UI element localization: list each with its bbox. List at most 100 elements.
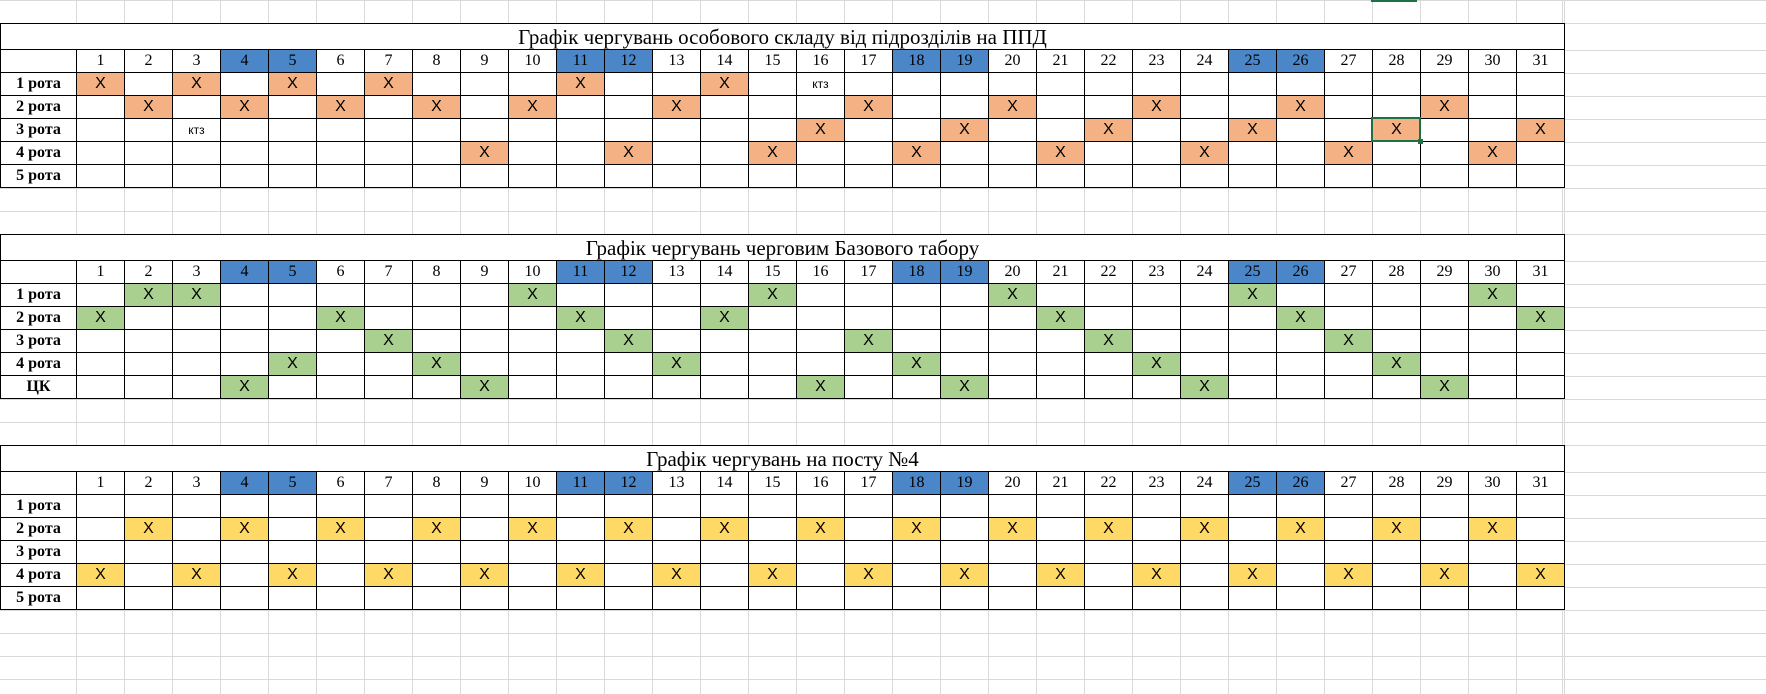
schedule-cell[interactable] [460,329,509,353]
duty-mark-cell[interactable]: Х [652,352,701,376]
schedule-cell[interactable] [124,141,173,165]
schedule-cell[interactable] [364,517,413,541]
schedule-cell[interactable] [364,164,413,188]
schedule-cell[interactable] [1084,540,1133,564]
day-header-cell[interactable]: 5 [268,49,317,73]
duty-mark-cell[interactable]: Х [460,563,509,587]
schedule-cell[interactable] [1180,563,1229,587]
schedule-cell[interactable] [124,72,173,96]
schedule-cell[interactable] [1084,306,1133,330]
schedule-cell[interactable] [844,141,893,165]
schedule-cell[interactable] [748,586,797,610]
duty-mark-cell[interactable]: Х [460,375,509,399]
duty-mark-cell[interactable]: Х [940,118,989,142]
schedule-cell[interactable] [316,72,365,96]
schedule-cell[interactable] [796,586,845,610]
schedule-cell[interactable] [316,375,365,399]
schedule-cell[interactable] [1420,72,1469,96]
day-header-cell[interactable]: 20 [988,49,1037,73]
company-label[interactable]: 3 рота [0,118,77,142]
day-header-cell[interactable]: 25 [1228,49,1277,73]
duty-mark-cell[interactable]: Х [892,352,941,376]
schedule-cell[interactable] [220,540,269,564]
day-header-cell[interactable]: 28 [1372,471,1421,495]
schedule-cell[interactable] [940,352,989,376]
schedule-cell[interactable] [844,306,893,330]
schedule-cell[interactable] [988,164,1037,188]
schedule-cell[interactable] [1180,306,1229,330]
schedule-cell[interactable] [748,72,797,96]
schedule-cell[interactable] [1276,141,1325,165]
schedule-cell[interactable] [220,141,269,165]
schedule-cell[interactable] [1468,586,1517,610]
day-header-cell[interactable]: 5 [268,260,317,284]
schedule-cell[interactable] [1516,283,1565,307]
schedule-cell[interactable] [1324,586,1373,610]
schedule-cell[interactable] [1324,517,1373,541]
schedule-cell[interactable] [1132,141,1181,165]
schedule-cell[interactable] [1132,586,1181,610]
schedule-cell[interactable] [1180,95,1229,119]
day-header-cell[interactable]: 10 [508,260,557,284]
duty-mark-cell[interactable]: Х [1372,517,1421,541]
schedule-cell[interactable] [124,586,173,610]
day-header-cell[interactable]: 28 [1372,260,1421,284]
duty-mark-cell[interactable]: Х [844,95,893,119]
schedule-cell[interactable] [940,95,989,119]
schedule-cell[interactable] [748,95,797,119]
day-header-cell[interactable]: 15 [748,49,797,73]
duty-mark-cell[interactable]: Х [988,517,1037,541]
duty-mark-cell[interactable]: Х [508,283,557,307]
schedule-cell[interactable] [796,352,845,376]
day-header-cell[interactable]: 17 [844,260,893,284]
schedule-cell[interactable] [412,306,461,330]
schedule-cell[interactable] [652,141,701,165]
schedule-cell[interactable] [940,329,989,353]
schedule-cell[interactable] [604,540,653,564]
schedule-cell[interactable] [76,118,125,142]
schedule-cell[interactable] [1276,494,1325,518]
duty-mark-cell[interactable]: Х [748,563,797,587]
schedule-cell[interactable] [1324,494,1373,518]
duty-mark-cell[interactable]: Х [748,283,797,307]
schedule-cell[interactable] [652,494,701,518]
schedule-cell[interactable] [1468,375,1517,399]
schedule-cell[interactable] [1036,352,1085,376]
schedule-cell[interactable] [556,494,605,518]
schedule-cell[interactable] [460,164,509,188]
schedule-cell[interactable] [1516,164,1565,188]
schedule-cell[interactable] [556,517,605,541]
schedule-cell[interactable] [556,375,605,399]
schedule-cell[interactable] [76,95,125,119]
duty-mark-cell[interactable]: Х [1132,563,1181,587]
schedule-cell[interactable] [1420,141,1469,165]
schedule-cell[interactable] [412,329,461,353]
schedule-cell[interactable] [1324,164,1373,188]
schedule-cell[interactable] [1516,540,1565,564]
schedule-cell[interactable] [412,494,461,518]
schedule-cell[interactable] [1324,375,1373,399]
day-header-cell[interactable]: 7 [364,471,413,495]
schedule-cell[interactable] [1228,95,1277,119]
schedule-cell[interactable] [748,540,797,564]
schedule-cell[interactable] [652,283,701,307]
schedule-cell[interactable] [844,586,893,610]
schedule-cell[interactable] [700,118,749,142]
duty-mark-cell[interactable]: Х [604,141,653,165]
schedule-cell[interactable] [76,164,125,188]
schedule-cell[interactable] [604,164,653,188]
schedule-cell[interactable] [700,563,749,587]
schedule-cell[interactable] [1132,494,1181,518]
duty-mark-cell[interactable]: Х [892,517,941,541]
day-header-cell[interactable]: 20 [988,471,1037,495]
duty-mark-cell[interactable]: Х [268,352,317,376]
schedule-cell[interactable] [316,283,365,307]
schedule-cell[interactable] [1132,72,1181,96]
schedule-cell[interactable] [1372,141,1421,165]
schedule-cell[interactable] [892,375,941,399]
duty-mark-cell[interactable]: Х [124,283,173,307]
schedule-cell[interactable] [988,494,1037,518]
schedule-cell[interactable] [892,306,941,330]
day-header-cell[interactable]: 18 [892,260,941,284]
schedule-cell[interactable] [604,375,653,399]
